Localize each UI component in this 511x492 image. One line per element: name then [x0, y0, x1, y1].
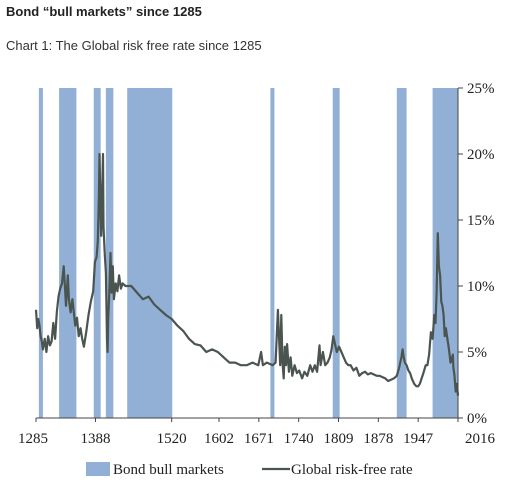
- legend-bars-label: Bond bull markets: [113, 462, 224, 478]
- x-tick-label: 1671: [244, 431, 274, 447]
- bull-market-bar-7: [396, 88, 407, 418]
- x-tick-label: 1520: [157, 431, 187, 447]
- x-tick-label: 2016: [465, 431, 496, 447]
- bull-market-bars: [38, 88, 458, 418]
- x-tick-label: 1809: [324, 431, 354, 447]
- legend-line-label: Global risk-free rate: [291, 462, 413, 478]
- y-tick-label: 25%: [467, 81, 495, 97]
- x-tick-label: 1740: [284, 431, 314, 447]
- y-tick-label: 0%: [467, 411, 487, 427]
- bull-market-bar-4: [127, 88, 173, 418]
- y-tick-label: 10%: [467, 279, 495, 295]
- legend-bars-swatch: [86, 462, 110, 476]
- bull-market-bar-1: [59, 88, 77, 418]
- bull-market-bar-5: [270, 88, 275, 418]
- y-tick-label: 5%: [467, 345, 487, 361]
- rate-line-layer: [34, 152, 460, 396]
- x-tick-label: 1947: [403, 431, 434, 447]
- axes: 0% 5% 10% 15% 20% 25% 1285 1388 1520 1602 1671 1740…: [18, 81, 496, 447]
- y-tick-label: 15%: [467, 213, 495, 229]
- x-tick-label: 1285: [18, 431, 48, 447]
- chart-title: Bond “bull markets” since 1285: [6, 4, 202, 19]
- x-tick-label: 1388: [80, 431, 110, 447]
- x-tick-label: 1602: [204, 431, 234, 447]
- bull-market-bar-0: [38, 88, 43, 418]
- chart-subtitle: Chart 1: The Global risk free rate since…: [6, 38, 262, 53]
- legend: Bond bull markets Global risk-free rate: [86, 462, 413, 478]
- x-tick-label: 1878: [363, 431, 393, 447]
- bull-market-bar-6: [332, 88, 340, 418]
- global-risk-free-rate-line: [34, 152, 460, 396]
- y-tick-label: 20%: [467, 147, 495, 163]
